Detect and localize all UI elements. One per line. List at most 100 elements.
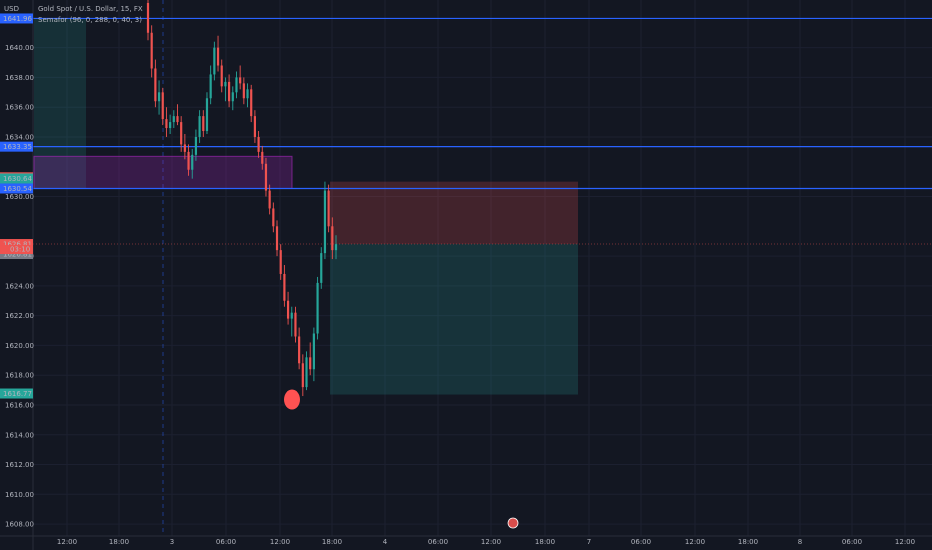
purple-zone	[33, 155, 293, 189]
candle-body	[176, 116, 179, 123]
time-tick-label: 06:00	[428, 538, 448, 546]
indicator-title[interactable]: Semafor (96, 0, 288, 0, 40, 3)	[38, 16, 142, 24]
price-tick-label: 1612.00	[5, 461, 34, 469]
candle-body	[264, 163, 268, 191]
price-badge-bg	[0, 13, 33, 24]
price-axis-panel	[0, 0, 33, 550]
candle-body	[154, 68, 157, 102]
candle-body	[146, 2, 150, 33]
candle-body	[331, 226, 334, 251]
time-tick-label: 06:00	[216, 538, 236, 546]
candle-body	[294, 312, 297, 337]
candle-body	[279, 250, 282, 274]
price-tick-label: 1610.00	[5, 491, 34, 499]
price-tick-label: 1634.00	[5, 133, 34, 141]
candle-body	[227, 81, 231, 102]
price-badge-label: 1641.96	[3, 15, 32, 23]
candle-body	[198, 116, 201, 137]
price-tick-label: 1640.00	[5, 44, 34, 52]
time-axis[interactable]: 12:00 18:00 3 06:00 12:00 18:00 4 06:00 12:00 18:…	[0, 535, 932, 546]
chart-legend: Gold Spot / U.S. Dollar, 15, FX Semafor …	[38, 4, 143, 26]
price-badge-label: 1633.35	[3, 143, 32, 151]
candle-body	[235, 77, 238, 93]
candle-body	[323, 190, 327, 254]
price-tick-label: 1620.00	[5, 342, 34, 350]
candle-body	[246, 89, 249, 99]
price-tick-label: 1636.00	[5, 104, 34, 112]
candle-body	[261, 151, 264, 164]
price-tick-label: 1638.00	[5, 74, 34, 82]
countdown-label: 03:10	[10, 246, 30, 254]
take-profit-zone	[330, 244, 578, 395]
time-tick-label: 12:00	[481, 538, 501, 546]
candle-body	[150, 32, 153, 69]
candle-body	[165, 119, 168, 129]
candle-body	[283, 273, 286, 301]
time-tick-label: 12:00	[685, 538, 705, 546]
price-axis[interactable]: 1640.00 1638.00 1636.00 1634.00 1630.00 1626.…	[0, 0, 34, 550]
price-badge-label: 1630.54	[3, 185, 32, 193]
economic-event-icon	[507, 517, 519, 529]
price-badge-label: 1616.77	[3, 390, 32, 398]
price-badge: 1630.64	[0, 173, 33, 184]
semafor-marker	[284, 389, 519, 529]
time-tick-label: 12:00	[57, 538, 77, 546]
candle-body	[172, 116, 175, 123]
price-badge-bg	[0, 239, 33, 250]
candle-body	[202, 116, 205, 132]
candle-body	[250, 89, 253, 117]
price-badge-bg	[0, 141, 33, 152]
candle-body	[268, 190, 271, 209]
stop-loss-zone	[330, 181, 578, 245]
candle-body	[334, 244, 338, 251]
price-badge-label: 1630.64	[3, 175, 32, 183]
time-tick-label: 7	[587, 538, 591, 546]
price-tick-label: 1624.00	[5, 282, 34, 290]
currency-label: USD	[4, 5, 19, 13]
countdown-bg	[0, 245, 33, 255]
candle-body	[272, 208, 275, 227]
candle-body	[205, 98, 209, 132]
candle-body	[231, 92, 234, 102]
time-tick-label: 8	[798, 538, 802, 546]
price-badge-bg	[0, 173, 33, 184]
candle-body	[305, 357, 308, 388]
candle-body	[187, 151, 190, 170]
price-badges: 1641.961633.351631.291630.641630.541626.…	[0, 13, 33, 399]
candle-body	[301, 363, 304, 388]
time-tick-label: 18:00	[109, 538, 129, 546]
candle-body	[180, 122, 183, 145]
candle-body	[316, 282, 319, 334]
candle-body	[183, 144, 186, 152]
time-tick-label: 06:00	[842, 538, 862, 546]
time-tick-label: 4	[383, 538, 388, 546]
time-tick-label: 3	[170, 538, 174, 546]
drawing-zones	[33, 18, 578, 395]
price-badge: 1626.81	[0, 239, 33, 250]
candle-body	[275, 226, 279, 251]
candle-body	[216, 47, 220, 66]
price-tick-label: 1614.00	[5, 431, 34, 439]
candlestick-series	[146, 0, 338, 397]
price-tick-label: 1630.00	[5, 193, 34, 201]
symbol-title[interactable]: Gold Spot / U.S. Dollar, 15, FX	[38, 5, 143, 13]
candle-body	[169, 122, 172, 129]
candle-body	[257, 136, 260, 152]
candle-body	[286, 300, 290, 319]
candle-body	[242, 83, 245, 99]
candle-body	[309, 357, 312, 370]
price-badge-label: 1626.81	[3, 241, 32, 249]
candle-body	[239, 77, 242, 84]
price-badge: 1616.77	[0, 388, 33, 399]
price-badge: 1630.54	[0, 183, 33, 194]
candle-body	[161, 92, 164, 120]
time-tick-label: 18:00	[535, 538, 555, 546]
candle-body	[220, 65, 223, 87]
time-tick-label: 12:00	[895, 538, 915, 546]
price-badge: 1633.35	[0, 141, 33, 152]
horizontal-lines[interactable]	[33, 17, 932, 245]
candle-body	[224, 81, 227, 87]
candle-body	[290, 312, 293, 319]
green-zone-left	[34, 18, 86, 189]
